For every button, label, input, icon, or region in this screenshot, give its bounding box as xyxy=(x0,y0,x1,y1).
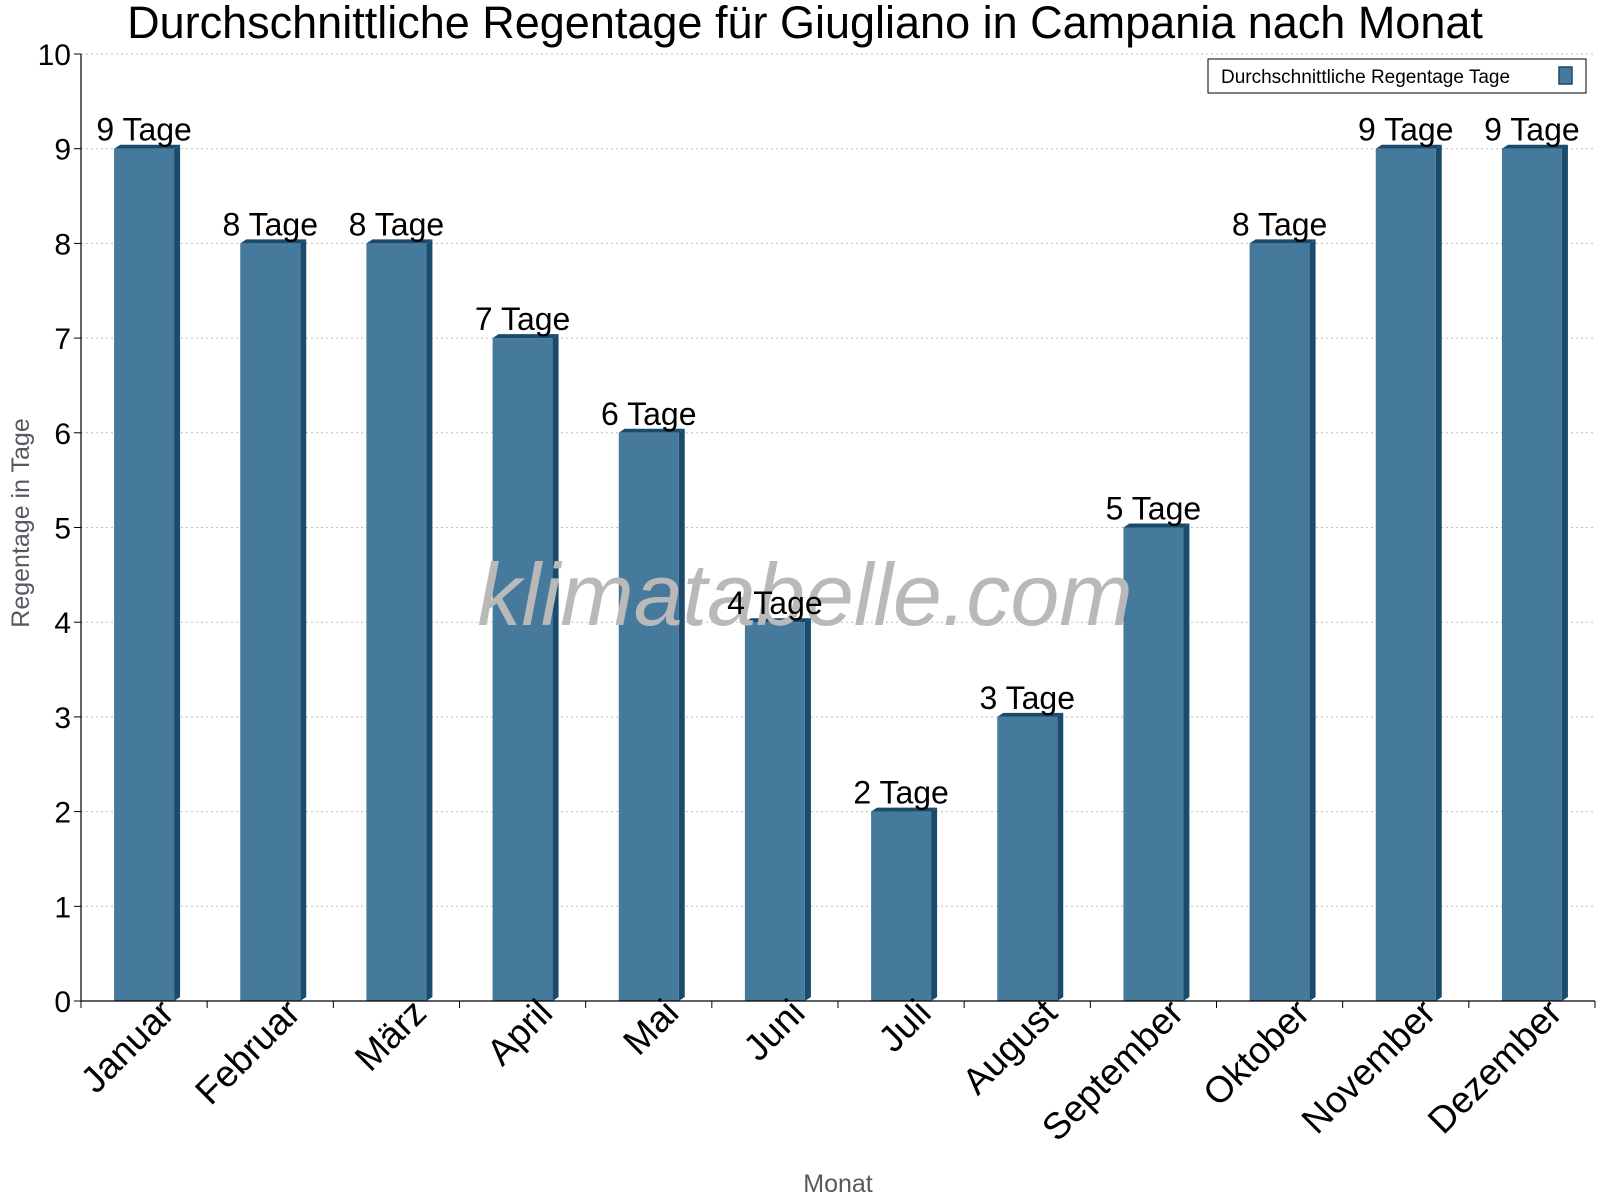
x-tick-label: Oktober xyxy=(1195,992,1317,1114)
bar xyxy=(871,807,938,1001)
bar-top xyxy=(1123,523,1190,528)
y-tick-label: 4 xyxy=(54,607,71,640)
x-tick-label: Februar xyxy=(187,992,308,1113)
y-tick-label: 10 xyxy=(38,39,71,72)
bar-side xyxy=(931,807,938,1001)
bar xyxy=(744,618,811,1001)
data-label: 2 Tage xyxy=(853,775,949,811)
bar-front xyxy=(618,432,679,1001)
bar-side xyxy=(426,239,433,1001)
y-tick-label: 0 xyxy=(54,986,71,1019)
bar-front xyxy=(997,716,1058,1001)
bar-side xyxy=(300,239,307,1001)
x-tick-label: August xyxy=(954,991,1065,1102)
bar-top xyxy=(618,428,685,433)
bar-front xyxy=(744,622,805,1001)
bar xyxy=(1123,523,1190,1001)
bar-side xyxy=(1561,144,1568,1001)
bar-front xyxy=(871,811,932,1001)
bar xyxy=(366,239,433,1001)
chart-title: Durchschnittliche Regentage für Giuglian… xyxy=(127,0,1483,48)
bar-front xyxy=(1501,148,1562,1001)
y-tick-label: 8 xyxy=(54,228,71,261)
y-tick-label: 1 xyxy=(54,891,71,924)
bar-side xyxy=(678,428,685,1001)
bar-top xyxy=(1501,144,1568,149)
bar-front xyxy=(240,243,301,1001)
bar-side xyxy=(804,618,811,1001)
bar-side xyxy=(1309,239,1316,1001)
bar xyxy=(114,144,181,1001)
bar xyxy=(618,428,685,1001)
bar-front xyxy=(366,243,427,1001)
x-tick-label: Dezember xyxy=(1420,992,1570,1142)
bars xyxy=(114,144,1568,1002)
bar-side xyxy=(1183,523,1190,1001)
legend-swatch xyxy=(1558,66,1573,85)
bar-side xyxy=(552,334,559,1002)
x-axis-ticks: Januar Februar März April Mai Juni Juli AugustS… xyxy=(73,991,1570,1148)
legend: Durchschnittliche Regentage Tage xyxy=(1207,58,1587,94)
data-labels: 9 Tage 8 Tage 8 Tage 7 Tage 6 Tage 4 Tage 2 Ta… xyxy=(96,112,1579,811)
data-label: 5 Tage xyxy=(1106,491,1202,527)
y-axis-ticks: 0 1 2 3 4 5 6 7 8 9 10 xyxy=(38,39,81,1019)
bar xyxy=(1249,239,1316,1001)
x-tick-label: Januar xyxy=(73,992,182,1101)
data-label: 6 Tage xyxy=(601,396,697,432)
legend-box xyxy=(1207,58,1587,94)
x-tick-label: November xyxy=(1294,992,1444,1142)
bar-side xyxy=(174,144,181,1001)
bar xyxy=(997,712,1064,1001)
data-label: 9 Tage xyxy=(96,112,192,148)
bar xyxy=(1375,144,1442,1001)
bar-front xyxy=(1123,527,1184,1001)
bar-top xyxy=(1249,239,1316,244)
y-tick-label: 6 xyxy=(54,418,71,451)
bar-front xyxy=(1249,243,1310,1001)
bar-top xyxy=(366,239,433,244)
data-label: 7 Tage xyxy=(475,301,571,337)
bar-side xyxy=(1057,712,1064,1001)
x-axis-label: Monat xyxy=(803,1170,873,1198)
x-tick-label: April xyxy=(479,992,560,1073)
grid-lines xyxy=(81,53,1595,907)
y-tick-label: 3 xyxy=(54,702,71,735)
watermark-text: klimatabelle.com xyxy=(477,545,1132,644)
x-tick-label: März xyxy=(347,992,434,1079)
bar xyxy=(240,239,307,1001)
data-label: 9 Tage xyxy=(1484,112,1580,148)
bar-top xyxy=(240,239,307,244)
bar-top xyxy=(1375,144,1442,149)
data-label: 8 Tage xyxy=(1232,206,1328,242)
x-tick-label: Juli xyxy=(870,992,938,1060)
bar-top xyxy=(871,807,938,812)
data-label: 8 Tage xyxy=(349,206,445,242)
data-label: 8 Tage xyxy=(223,206,319,242)
y-tick-label: 2 xyxy=(54,797,71,830)
y-tick-label: 9 xyxy=(54,134,71,167)
data-label: 4 Tage xyxy=(727,585,823,621)
bar-top xyxy=(114,144,181,149)
bar-front xyxy=(1375,148,1436,1001)
bar-top xyxy=(492,334,559,339)
bar-top xyxy=(744,618,811,623)
bar-side xyxy=(1435,144,1442,1001)
bar-front xyxy=(114,148,175,1001)
x-tick-label: Mai xyxy=(615,992,686,1063)
axes xyxy=(80,54,1596,1008)
bar-top xyxy=(997,712,1064,717)
x-tick-label: Juni xyxy=(736,992,813,1069)
bar xyxy=(1501,144,1568,1001)
y-tick-label: 7 xyxy=(54,323,71,356)
bar-front xyxy=(492,338,553,1002)
y-tick-label: 5 xyxy=(54,513,71,546)
y-axis-label: Regentage in Tage xyxy=(7,418,35,627)
legend-label: Durchschnittliche Regentage Tage xyxy=(1221,67,1510,88)
data-label: 3 Tage xyxy=(980,680,1076,716)
data-label: 9 Tage xyxy=(1358,112,1454,148)
bar xyxy=(492,334,559,1002)
